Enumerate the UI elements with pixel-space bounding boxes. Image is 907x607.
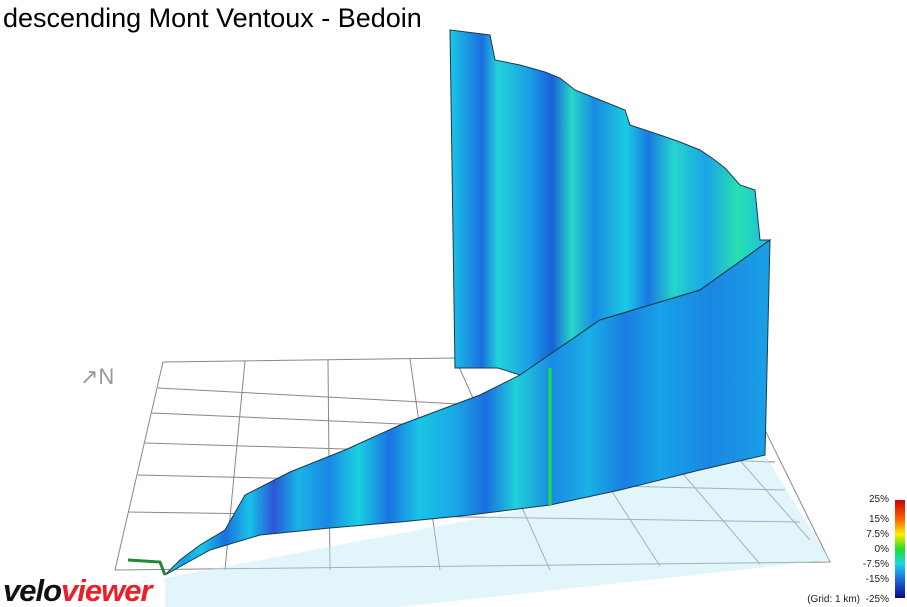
- color-scale: [895, 500, 905, 598]
- legend: 25% 15% 7.5% 0% -7.5% -15% -25%: [863, 494, 889, 605]
- legend-label: 25%: [869, 494, 889, 505]
- legend-label: -25%: [866, 594, 889, 605]
- route-start: [127, 558, 167, 576]
- legend-label: 15%: [869, 514, 889, 525]
- climb-wall-lower: [164, 239, 771, 576]
- logo-second: viewer: [61, 573, 154, 607]
- legend-label: -15%: [866, 574, 889, 585]
- compass: ↗N: [80, 364, 114, 389]
- grid-note: (Grid: 1 km): [807, 594, 860, 605]
- reflection: [165, 455, 830, 607]
- legend-label: 0%: [875, 544, 890, 555]
- legend-label: 7.5%: [866, 529, 889, 540]
- legend-label: -7.5%: [863, 559, 889, 570]
- logo: veloviewer: [3, 573, 154, 607]
- title: descending Mont Ventoux - Bedoin: [3, 3, 422, 33]
- logo-first: velo: [3, 573, 61, 607]
